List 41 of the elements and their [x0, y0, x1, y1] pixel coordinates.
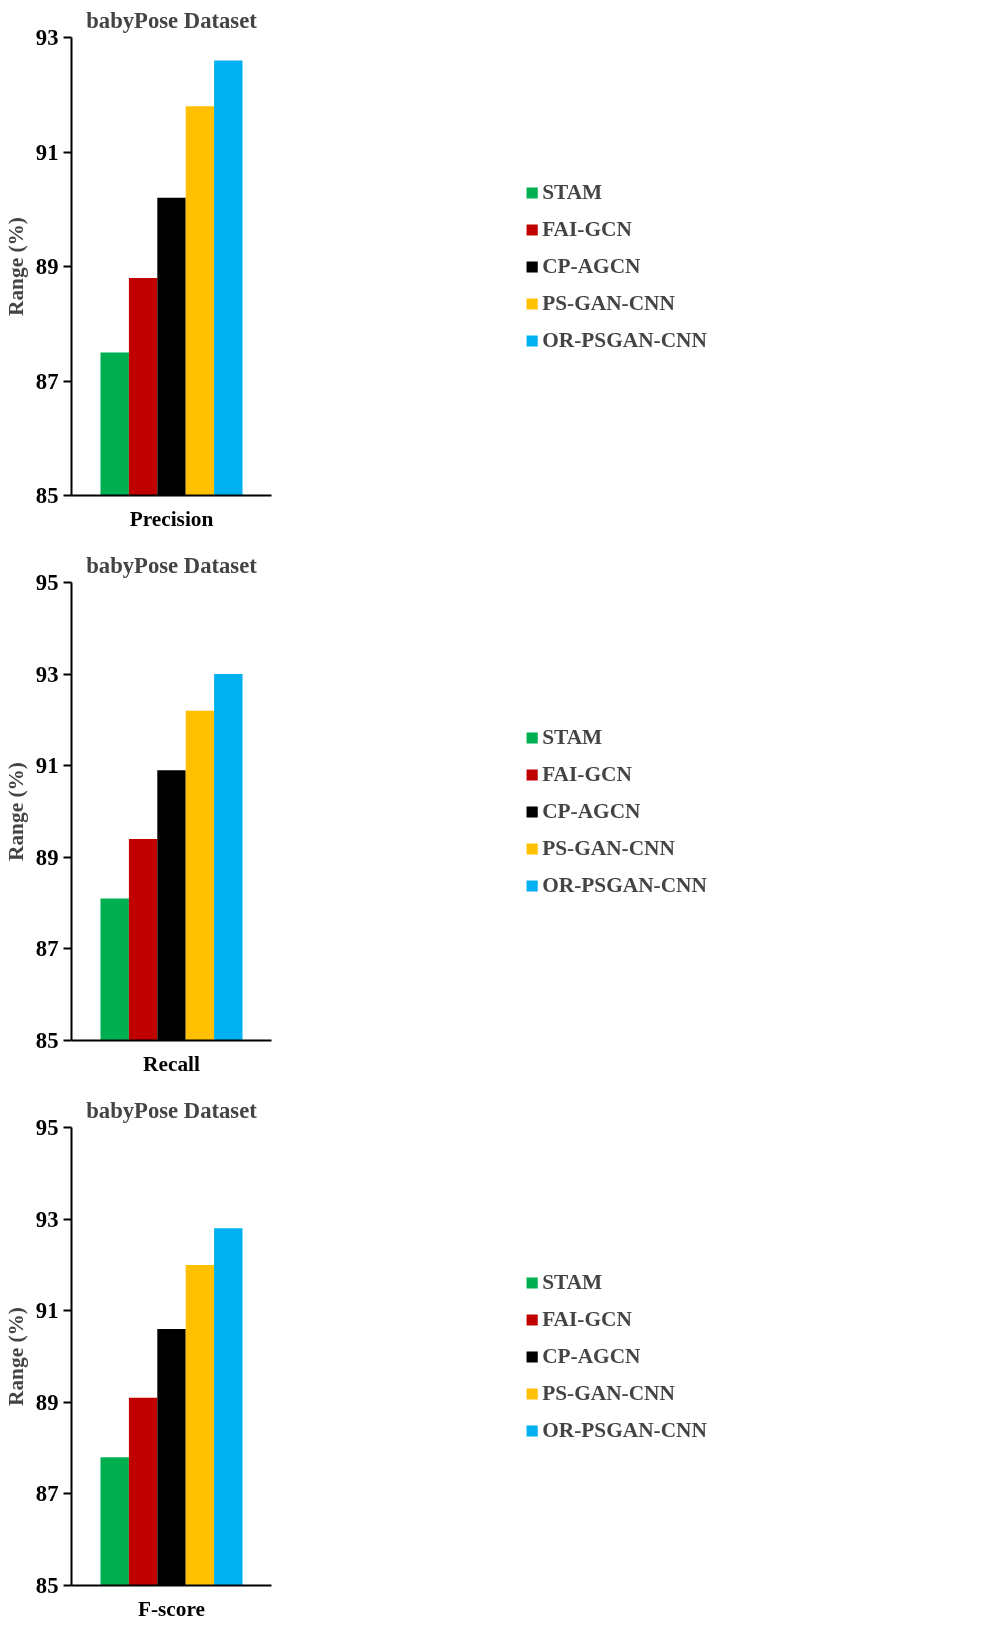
legend-label: FAI-GCN [542, 216, 632, 242]
legend-label: FAI-GCN [542, 1306, 632, 1332]
y-tick-label: 95 [35, 1115, 59, 1140]
legend-label: STAM [542, 1269, 603, 1295]
legend-label: FAI-GCN [542, 761, 632, 787]
x-tick-label: Recall [143, 1051, 200, 1076]
y-axis-title: Range (%) [3, 1307, 28, 1406]
y-tick-label: 87 [35, 368, 59, 394]
y-tick-label: 93 [35, 661, 59, 687]
legend-label: STAM [542, 179, 603, 205]
y-tick-label: 85 [35, 1028, 59, 1053]
y-tick-label: 91 [35, 1298, 59, 1324]
y-tick-label: 89 [35, 1389, 59, 1415]
y-tick-label: 91 [35, 753, 59, 779]
y-tick-label: 95 [35, 570, 59, 595]
y-tick-label: 89 [35, 844, 59, 870]
legend-label: OR-PSGAN-CNN [542, 327, 707, 353]
legend-label: PS-GAN-CNN [542, 1380, 675, 1406]
legend-label: PS-GAN-CNN [542, 290, 675, 316]
chart-title: babyPose Dataset [86, 552, 258, 578]
y-tick-label: 89 [35, 254, 59, 279]
y-tick-label: 85 [35, 1573, 59, 1598]
x-tick-label: F-score [137, 1596, 206, 1621]
legend-label: CP-AGCN [542, 1343, 641, 1369]
chart-title: babyPose Dataset [86, 1097, 258, 1123]
x-tick-label: Precision [129, 506, 214, 531]
y-tick-label: 87 [35, 936, 59, 962]
y-axis-title: Range (%) [3, 762, 28, 861]
legend-label: PS-GAN-CNN [542, 835, 675, 861]
y-axis-title: Range (%) [3, 217, 28, 316]
legend-label: CP-AGCN [542, 798, 641, 824]
y-tick-label: 85 [35, 483, 59, 508]
y-tick-label: 93 [35, 1206, 59, 1232]
y-tick-label: 91 [35, 139, 59, 165]
legend-label: OR-PSGAN-CNN [542, 872, 707, 898]
chart-title: babyPose Dataset [86, 7, 258, 33]
y-tick-label: 93 [35, 25, 59, 50]
legend-label: CP-AGCN [542, 253, 641, 279]
legend-label: OR-PSGAN-CNN [542, 1417, 707, 1443]
legend-label: STAM [542, 724, 603, 750]
y-tick-label: 87 [35, 1481, 59, 1507]
